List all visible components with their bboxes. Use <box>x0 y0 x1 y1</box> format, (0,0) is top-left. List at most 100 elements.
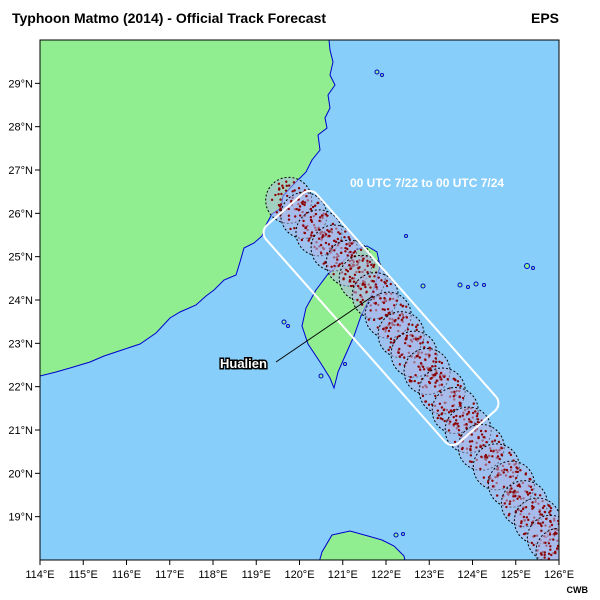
ensemble-member-dot <box>375 285 378 289</box>
ensemble-member-dot <box>460 447 464 451</box>
ensemble-member-dot <box>336 258 339 261</box>
ensemble-member-dot <box>470 440 474 443</box>
ensemble-member-dot <box>344 246 347 250</box>
ensemble-member-dot <box>338 232 342 235</box>
ensemble-member-dot <box>568 555 570 557</box>
lat-tick-label: 26°N <box>8 208 33 220</box>
ensemble-member-dot <box>298 205 302 208</box>
ensemble-member-dot <box>516 467 519 470</box>
credit-label: CWB <box>566 585 589 595</box>
ensemble-member-dot <box>518 485 522 488</box>
ensemble-member-dot <box>299 214 302 217</box>
ensemble-member-dot <box>567 535 569 537</box>
ensemble-member-dot <box>497 440 501 444</box>
ensemble-member-dot <box>549 545 552 548</box>
ensemble-member-dot <box>345 268 348 272</box>
ensemble-member-dot <box>474 410 477 413</box>
ensemble-member-dot <box>552 538 555 541</box>
ensemble-member-dot <box>311 205 315 209</box>
ensemble-member-dot <box>339 251 343 255</box>
ensemble-member-dot <box>477 436 480 440</box>
ensemble-member-dot <box>440 412 444 415</box>
ensemble-member-dot <box>524 532 527 535</box>
ensemble-member-dot <box>363 283 367 286</box>
ensemble-member-dot <box>567 540 569 542</box>
ensemble-member-dot <box>359 301 363 304</box>
ensemble-member-dot <box>525 490 529 494</box>
ensemble-member-dot <box>368 260 372 264</box>
hualien-label: Hualien <box>220 356 267 371</box>
ensemble-member-dot <box>433 385 437 388</box>
ensemble-member-dot <box>414 325 418 329</box>
ensemble-member-dot <box>418 356 422 359</box>
ensemble-member-dot <box>330 265 333 268</box>
ensemble-member-dot <box>543 551 547 554</box>
ensemble-member-dot <box>447 429 451 432</box>
ensemble-member-dot <box>440 361 444 365</box>
ensemble-member-dot <box>449 409 453 412</box>
ensemble-member-dot <box>434 357 437 360</box>
ensemble-member-dot <box>440 406 444 409</box>
ensemble-member-dot <box>565 538 567 540</box>
ensemble-member-dot <box>310 220 314 223</box>
ensemble-member-dot <box>455 419 458 422</box>
ensemble-member-dot <box>281 184 284 187</box>
ensemble-member-dot <box>359 248 363 252</box>
ensemble-member-dot <box>539 552 543 555</box>
ensemble-member-dot <box>382 327 385 331</box>
ensemble-member-dot <box>513 489 516 492</box>
ensemble-member-dot <box>480 455 483 459</box>
ensemble-member-dot <box>324 233 328 236</box>
ensemble-member-dot <box>277 182 281 186</box>
ensemble-member-dot <box>303 203 306 207</box>
ensemble-member-dot <box>525 516 529 519</box>
ensemble-member-dot <box>332 239 336 243</box>
ensemble-member-dot <box>447 410 451 414</box>
ensemble-member-dot <box>479 467 482 471</box>
ensemble-member-dot <box>397 317 400 320</box>
ensemble-member-dot <box>531 501 534 504</box>
ensemble-member-dot <box>428 381 432 385</box>
ensemble-member-dot <box>482 436 486 439</box>
ensemble-member-dot <box>434 352 437 356</box>
lon-tick-label: 118°E <box>198 569 227 581</box>
ensemble-member-dot <box>408 379 411 382</box>
ensemble-member-dot <box>479 445 483 448</box>
ensemble-member-dot <box>367 318 371 321</box>
ensemble-member-dot <box>343 235 346 239</box>
ensemble-member-dot <box>326 229 329 232</box>
ensemble-member-dot <box>303 231 307 235</box>
ensemble-member-dot <box>496 455 500 458</box>
ensemble-member-dot <box>526 493 530 496</box>
ensemble-member-dot <box>554 531 557 534</box>
ensemble-member-dot <box>469 447 472 451</box>
ensemble-member-dot <box>424 358 427 362</box>
ensemble-member-dot <box>345 243 348 246</box>
ensemble-member-dot <box>470 460 474 464</box>
ensemble-member-dot <box>507 514 510 517</box>
ensemble-member-dot <box>384 282 387 285</box>
ensemble-member-dot <box>502 485 506 489</box>
ensemble-member-dot <box>346 254 349 257</box>
ensemble-member-dot <box>395 299 398 302</box>
ensemble-member-dot <box>482 443 485 447</box>
ensemble-member-dot <box>319 252 323 255</box>
ensemble-member-dot <box>385 284 389 288</box>
ensemble-member-dot <box>519 469 522 472</box>
ensemble-member-dot <box>305 195 308 198</box>
ensemble-member-dot <box>570 544 572 546</box>
ensemble-member-dot <box>383 297 386 300</box>
ensemble-member-dot <box>568 536 570 538</box>
ensemble-member-dot <box>348 278 352 282</box>
ensemble-member-dot <box>352 251 355 254</box>
ensemble-member-dot <box>378 317 381 321</box>
ensemble-member-dot <box>408 344 412 348</box>
lat-tick-label: 21°N <box>8 425 33 437</box>
ensemble-member-dot <box>327 230 331 233</box>
ensemble-member-dot <box>435 372 438 375</box>
ensemble-member-dot <box>307 239 310 242</box>
ensemble-member-dot <box>522 515 526 519</box>
ensemble-member-dot <box>285 184 289 188</box>
ensemble-member-dot <box>397 351 400 354</box>
